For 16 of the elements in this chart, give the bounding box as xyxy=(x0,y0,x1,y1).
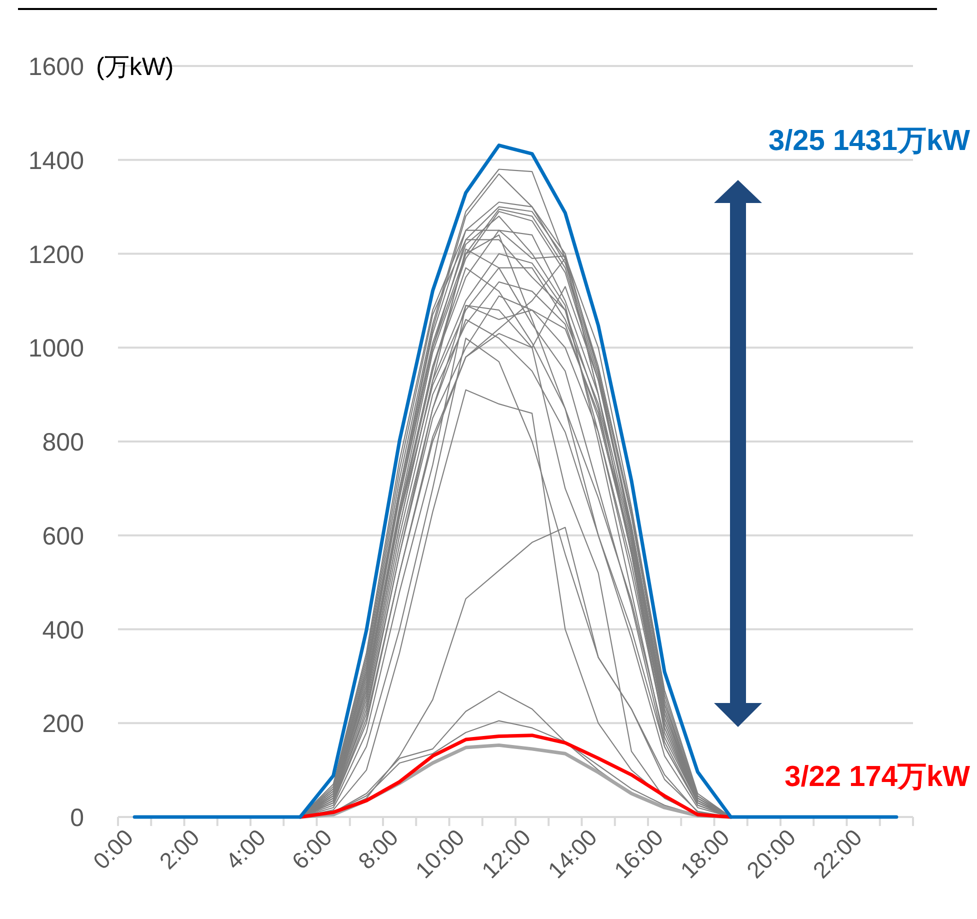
y-axis-title: (万kW) xyxy=(96,53,174,81)
y-tick-label: 600 xyxy=(42,522,84,550)
y-tick-label: 0 xyxy=(70,804,84,832)
y-tick-label: 1400 xyxy=(28,146,84,175)
x-tick-label: 0:00 xyxy=(88,824,138,874)
annotation: 3/25 1431万kW xyxy=(768,125,971,157)
x-tick-label: 4:00 xyxy=(220,824,271,874)
annotation: 3/22 174万kW xyxy=(784,761,971,793)
x-tick-label: 6:00 xyxy=(286,824,337,874)
y-tick-label: 1000 xyxy=(28,334,84,363)
y-tick-label: 400 xyxy=(42,616,84,644)
y-tick-label: 800 xyxy=(42,428,84,456)
y-tick-label: 200 xyxy=(42,710,84,738)
y-tick-label: 1600 xyxy=(28,53,84,81)
x-tick-label: 8:00 xyxy=(353,824,404,874)
y-tick-label: 1200 xyxy=(28,240,84,269)
